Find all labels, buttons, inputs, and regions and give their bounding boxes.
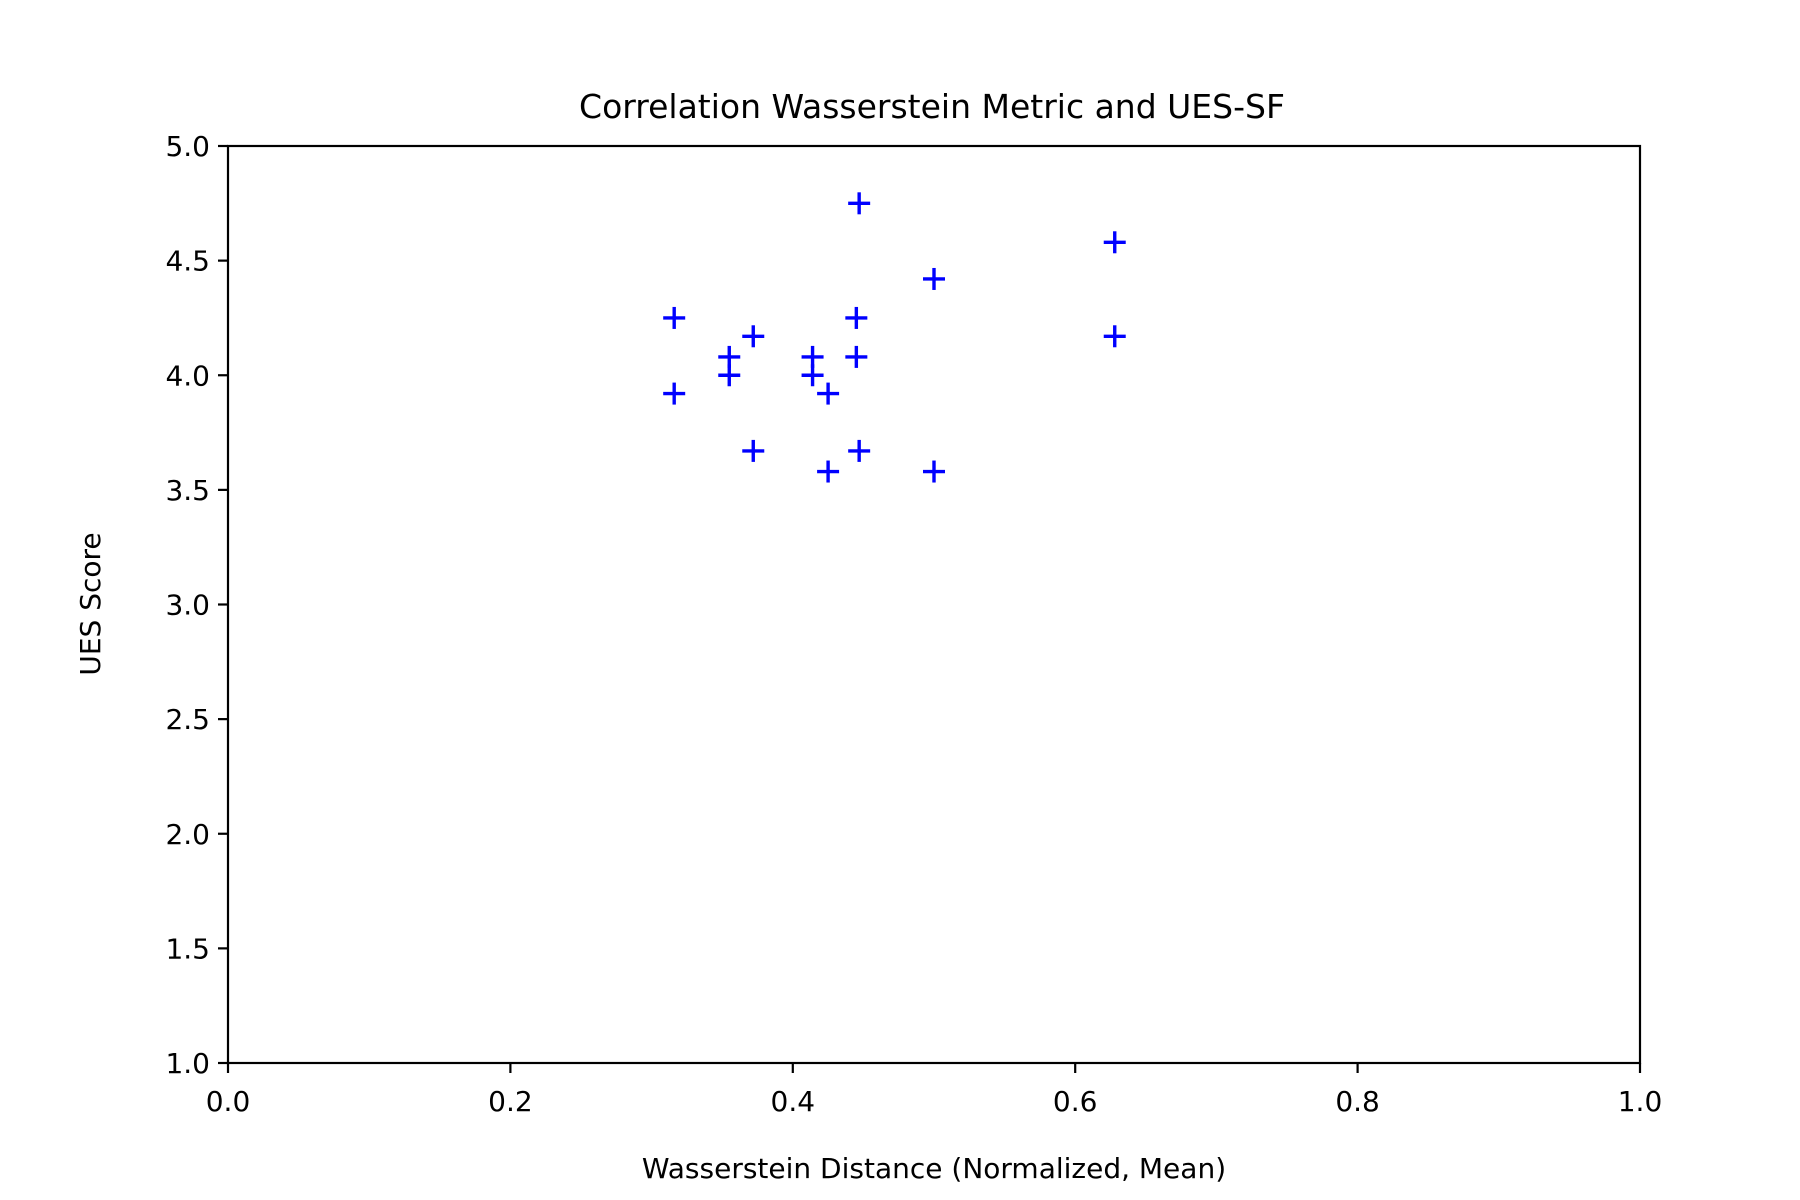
data-point bbox=[742, 439, 765, 462]
data-point bbox=[817, 460, 840, 483]
data-point bbox=[801, 345, 824, 368]
data-point bbox=[718, 364, 741, 387]
y-tick-label: 3.0 bbox=[165, 589, 210, 622]
data-point bbox=[718, 345, 741, 368]
data-point bbox=[845, 306, 868, 329]
y-tick-label: 1.0 bbox=[165, 1047, 210, 1080]
data-point bbox=[845, 345, 868, 368]
data-point bbox=[1103, 325, 1126, 348]
y-axis: 1.0 1.5 2.0 2.5 3.0 3.5 4.0 4.5 5.0 bbox=[165, 130, 228, 1080]
data-point bbox=[1103, 231, 1126, 254]
data-point bbox=[801, 364, 824, 387]
data-point bbox=[923, 460, 945, 483]
y-tick-label: 2.0 bbox=[165, 818, 210, 851]
y-tick-label: 4.5 bbox=[165, 245, 210, 278]
x-axis: 0.0 0.2 0.4 0.6 0.8 1.0 bbox=[206, 1063, 1663, 1118]
x-tick-label: 0.0 bbox=[206, 1085, 251, 1118]
data-point bbox=[663, 306, 686, 329]
data-point bbox=[742, 325, 765, 348]
x-axis-label: Wasserstein Distance (Normalized, Mean) bbox=[642, 1152, 1226, 1185]
data-point bbox=[848, 439, 871, 462]
data-point bbox=[663, 382, 686, 405]
y-tick-label: 5.0 bbox=[165, 130, 210, 163]
data-point bbox=[817, 382, 840, 405]
plot-area bbox=[663, 192, 1126, 483]
x-tick-label: 0.6 bbox=[1053, 1085, 1098, 1118]
data-point bbox=[923, 267, 945, 290]
y-tick-label: 3.5 bbox=[165, 474, 210, 507]
x-tick-label: 0.2 bbox=[488, 1085, 533, 1118]
chart-title: Correlation Wasserstein Metric and UES-S… bbox=[579, 87, 1285, 126]
data-point bbox=[848, 192, 871, 215]
x-tick-label: 0.4 bbox=[771, 1085, 816, 1118]
y-tick-label: 4.0 bbox=[165, 359, 210, 392]
y-axis-label: UES Score bbox=[74, 532, 107, 675]
y-tick-label: 2.5 bbox=[165, 703, 210, 736]
y-tick-label: 1.5 bbox=[165, 932, 210, 965]
x-tick-label: 0.8 bbox=[1335, 1085, 1380, 1118]
x-tick-label: 1.0 bbox=[1618, 1085, 1663, 1118]
